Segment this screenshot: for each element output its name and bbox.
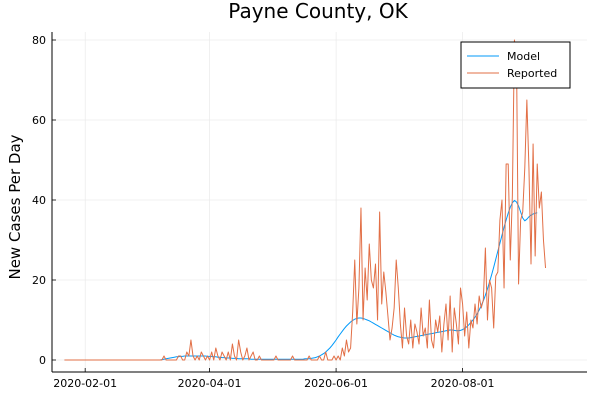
legend-label-model: Model <box>507 50 540 63</box>
legend-box <box>460 41 571 89</box>
x-tick-label: 2020-04-01 <box>178 377 242 390</box>
chart-title: Payne County, OK <box>228 0 408 23</box>
y-tick-label: 20 <box>32 274 46 287</box>
y-tick-label: 40 <box>32 194 46 207</box>
y-axis-label: New Cases Per Day <box>6 134 24 279</box>
series-line-reported <box>64 39 547 361</box>
y-tick-label: 80 <box>32 34 46 47</box>
x-tick-label: 2020-06-01 <box>304 377 368 390</box>
series-lines <box>64 39 547 361</box>
axes: 0 20 40 60 80 2020-02-01 2020-04-01 2020-06-01 2… <box>32 32 587 390</box>
legend: Model Reported <box>460 41 571 89</box>
x-tick-label: 2020-08-01 <box>431 377 495 390</box>
legend-label-reported: Reported <box>507 67 557 80</box>
y-tick-label: 0 <box>39 354 46 367</box>
y-tick-label: 60 <box>32 114 46 127</box>
x-tick-label: 2020-02-01 <box>53 377 117 390</box>
